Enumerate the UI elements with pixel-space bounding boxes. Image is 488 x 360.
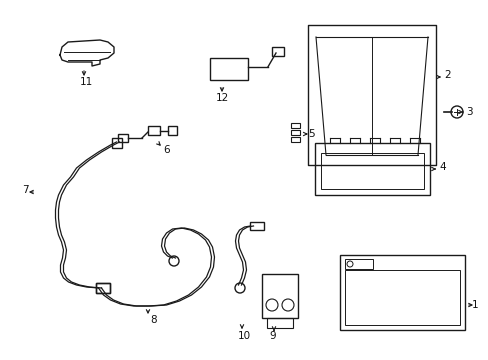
Bar — [290, 123, 299, 128]
Text: 3: 3 — [465, 107, 472, 117]
Text: 10: 10 — [238, 331, 251, 341]
Bar — [320, 153, 423, 189]
Text: 1: 1 — [471, 300, 478, 310]
Bar — [345, 270, 459, 325]
Bar — [266, 318, 292, 328]
Bar — [118, 134, 128, 142]
Bar — [314, 143, 429, 195]
Bar — [290, 130, 299, 135]
Bar — [249, 222, 264, 230]
Text: 6: 6 — [163, 145, 169, 155]
Bar — [209, 58, 247, 80]
Bar — [290, 137, 299, 142]
Text: 7: 7 — [22, 185, 29, 195]
Bar — [168, 126, 177, 135]
Bar — [148, 126, 160, 135]
Bar — [96, 283, 110, 293]
Bar — [271, 47, 284, 56]
Text: 9: 9 — [268, 331, 275, 341]
Text: 4: 4 — [438, 162, 445, 172]
Text: 5: 5 — [307, 129, 314, 139]
Bar — [307, 25, 435, 165]
Text: 12: 12 — [216, 93, 229, 103]
Bar — [262, 274, 297, 318]
Bar — [339, 255, 464, 330]
Text: 8: 8 — [150, 315, 156, 325]
Text: 11: 11 — [80, 77, 93, 87]
Text: 2: 2 — [443, 70, 450, 80]
Bar — [345, 259, 372, 269]
Bar — [96, 283, 110, 293]
Bar — [112, 138, 122, 148]
